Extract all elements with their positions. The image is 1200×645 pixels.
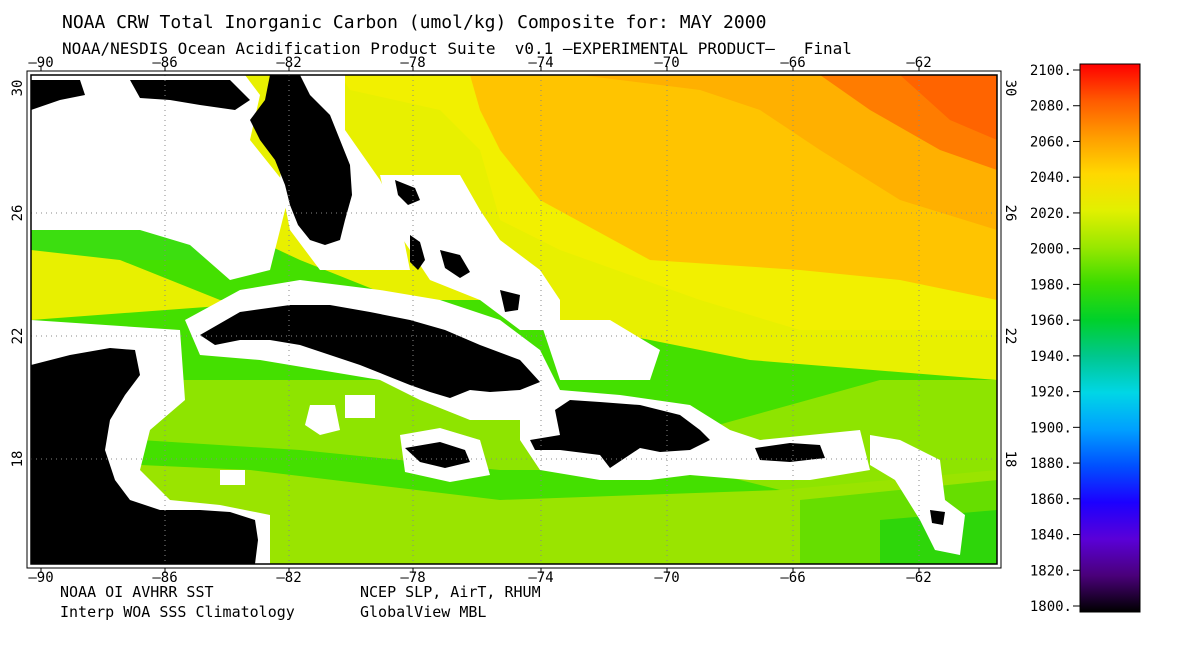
lat-label-right: 18 xyxy=(1002,451,1018,468)
lon-label-bottom: –66 xyxy=(780,570,805,586)
lat-label-left: 22 xyxy=(10,328,26,345)
lon-label-top: –86 xyxy=(152,55,177,71)
lon-label-bottom: –74 xyxy=(528,570,553,586)
colorbar-ticks: 2100. 2080. 2060. 2040. 2020. 2000. 1980. 1960.… xyxy=(1030,63,1080,615)
lon-label-top: –70 xyxy=(654,55,679,71)
map-title: NOAA CRW Total Inorganic Carbon (umol/kg… xyxy=(62,12,767,33)
colorbar-label: 1980. xyxy=(1030,277,1072,293)
colorbar-label: 1840. xyxy=(1030,528,1072,544)
lat-label-left: 18 xyxy=(10,451,26,468)
colorbar-label: 1960. xyxy=(1030,313,1072,329)
lon-label-bottom: –90 xyxy=(28,570,53,586)
lon-label-top: –74 xyxy=(528,55,553,71)
lon-label-top: –78 xyxy=(400,55,425,71)
credit-ncep: NCEP SLP, AirT, RHUM xyxy=(360,583,541,601)
lon-label-top: –62 xyxy=(906,55,931,71)
colorbar-label: 2100. xyxy=(1030,63,1072,79)
colorbar-label: 1940. xyxy=(1030,349,1072,365)
colorbar-label: 1800. xyxy=(1030,599,1072,615)
colorbar-label: 1820. xyxy=(1030,563,1072,579)
colorbar-label: 1860. xyxy=(1030,492,1072,508)
lon-label-top: –66 xyxy=(780,55,805,71)
map-subtitle: NOAA/NESDIS Ocean Acidification Product … xyxy=(62,39,852,58)
colorbar-label: 2060. xyxy=(1030,134,1072,150)
lat-label-right: 26 xyxy=(1002,205,1018,222)
lat-label-right: 30 xyxy=(1002,80,1018,97)
lat-label-left: 30 xyxy=(10,80,26,97)
credit-globalview: GlobalView MBL xyxy=(360,603,487,621)
colorbar-label: 2080. xyxy=(1030,99,1072,115)
colorbar-label: 1920. xyxy=(1030,385,1072,401)
lon-label-bottom: –78 xyxy=(400,570,425,586)
lon-label-bottom: –62 xyxy=(906,570,931,586)
lon-label-top: –90 xyxy=(28,55,53,71)
colorbar-label: 2000. xyxy=(1030,242,1072,258)
colorbar-label: 2040. xyxy=(1030,170,1072,186)
lat-label-left: 26 xyxy=(10,205,26,222)
lon-label-bottom: –86 xyxy=(152,570,177,586)
landmasses xyxy=(31,75,945,564)
credit-woa: Interp WOA SSS Climatology xyxy=(60,603,295,621)
colorbar-label: 1880. xyxy=(1030,456,1072,472)
lon-label-top: –82 xyxy=(276,55,301,71)
lon-label-bottom: –70 xyxy=(654,570,679,586)
credit-sst: NOAA OI AVHRR SST xyxy=(60,583,214,601)
colorbar-label: 2020. xyxy=(1030,206,1072,222)
colorbar-label: 1900. xyxy=(1030,420,1072,436)
colorbar xyxy=(1079,63,1141,613)
map-frame xyxy=(30,74,998,565)
lon-ticks xyxy=(40,66,920,573)
graticule xyxy=(31,75,997,564)
lon-label-bottom: –82 xyxy=(276,570,301,586)
lat-label-right: 22 xyxy=(1002,328,1018,345)
